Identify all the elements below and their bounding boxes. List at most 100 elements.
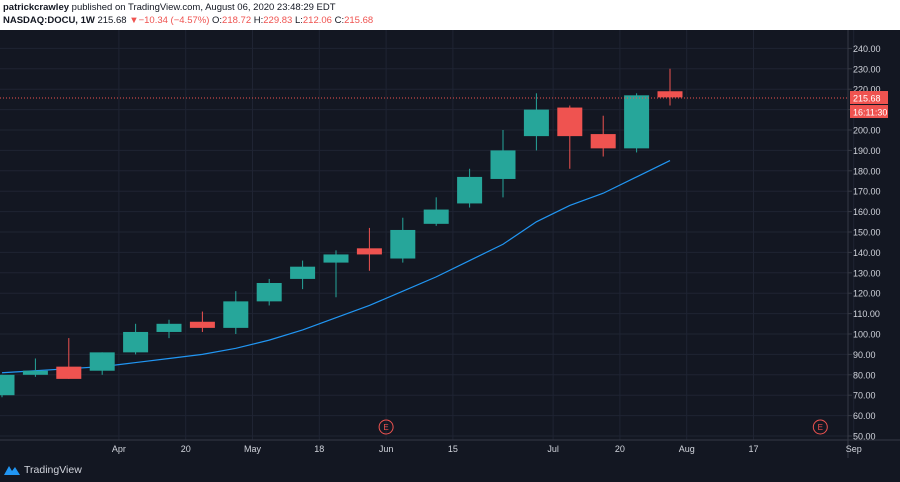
- high-label: H:: [253, 15, 264, 26]
- publisher-name[interactable]: patrickcrawley: [3, 2, 70, 13]
- countdown-badge: [850, 105, 888, 119]
- y-tick-label: 140.00: [853, 248, 881, 258]
- candle: [390, 217, 416, 263]
- tradingview-brand: TradingView: [24, 464, 82, 476]
- candle: [557, 105, 583, 169]
- y-tick-label: 230.00: [853, 64, 881, 74]
- high-value: 229.83: [263, 15, 293, 26]
- candle-body: [56, 366, 82, 379]
- tradingview-logo[interactable]: TradingView: [4, 463, 82, 477]
- y-tick-label: 50.00: [853, 432, 876, 442]
- candle-body: [89, 352, 115, 371]
- candle: [523, 93, 549, 151]
- x-tick-label: 17: [748, 444, 758, 454]
- earnings-marker: [378, 419, 394, 435]
- candle-body: [457, 176, 483, 204]
- candle-body: [323, 254, 349, 263]
- candle: [323, 250, 349, 298]
- y-tick-label: 90.00: [853, 350, 876, 360]
- y-tick-label: 100.00: [853, 330, 881, 340]
- x-tick-label: 20: [181, 444, 191, 454]
- low-label: L:: [294, 15, 303, 26]
- last-price-badge: [850, 91, 888, 105]
- candle-body: [290, 266, 316, 279]
- candle: [356, 227, 382, 271]
- y-tick-label: 130.00: [853, 268, 881, 278]
- x-tick-label: Jun: [379, 444, 394, 454]
- symbol-info: NASDAQ:DOCU, 1W 215.68 ▼−10.34 (−4.57%) …: [3, 15, 373, 27]
- countdown-label: 16:11:30: [853, 108, 887, 118]
- candle-body: [590, 134, 616, 149]
- open-value: 218.72: [222, 15, 252, 26]
- y-tick-label: 180.00: [853, 166, 881, 176]
- y-tick-label: 70.00: [853, 391, 876, 401]
- x-tick-label: 20: [615, 444, 625, 454]
- candle-body: [390, 229, 416, 259]
- open-label: O:: [212, 15, 223, 26]
- price-change: −10.34 (−4.57%): [138, 15, 210, 26]
- candle: [624, 93, 650, 153]
- candle-body: [156, 323, 182, 332]
- x-tick-label: Jul: [547, 444, 559, 454]
- candle: [22, 358, 48, 377]
- symbol-name: NASDAQ:DOCU, 1W: [3, 15, 95, 26]
- earnings-marker: [812, 419, 828, 435]
- earnings-marker-label: E: [818, 423, 823, 432]
- candle: [423, 197, 449, 226]
- candle-body: [223, 301, 249, 328]
- candle: [189, 311, 215, 332]
- candle: [223, 291, 249, 334]
- candle-body: [123, 331, 149, 353]
- candle: [56, 338, 82, 379]
- candle-body: [557, 107, 583, 137]
- candle-body: [523, 109, 549, 137]
- y-tick-label: 240.00: [853, 44, 881, 54]
- candle-body: [356, 248, 382, 255]
- x-tick-label: May: [244, 444, 262, 454]
- close-value: 215.68: [344, 15, 374, 26]
- y-tick-label: 150.00: [853, 228, 881, 238]
- candle: [290, 260, 316, 290]
- tradingview-icon: [4, 466, 20, 475]
- candle-body: [490, 150, 516, 179]
- candle-body: [22, 370, 48, 375]
- y-tick-label: 110.00: [853, 309, 880, 319]
- publish-info: patrickcrawley published on TradingView.…: [3, 2, 336, 14]
- candle-body: [624, 95, 650, 149]
- plot-background: [0, 30, 900, 458]
- y-tick-label: 80.00: [853, 370, 876, 380]
- last-price: 215.68: [97, 15, 127, 26]
- candle: [123, 323, 149, 355]
- down-arrow-icon: ▼: [129, 15, 139, 26]
- y-tick-label: 170.00: [853, 187, 881, 197]
- candle: [490, 130, 516, 198]
- published-text: published on TradingView.com, August 06,…: [69, 2, 336, 13]
- candle-body: [189, 321, 215, 328]
- y-tick-label: 120.00: [853, 289, 881, 299]
- candle-body: [0, 374, 15, 396]
- low-value: 212.06: [302, 15, 332, 26]
- candle: [89, 352, 115, 375]
- candle: [256, 278, 282, 306]
- y-tick-label: 220.00: [853, 85, 881, 95]
- candle: [457, 168, 483, 208]
- x-tick-label: Apr: [112, 444, 126, 454]
- y-tick-label: 200.00: [853, 126, 881, 136]
- candle-body: [657, 91, 683, 98]
- candle: [657, 68, 683, 106]
- candle-body: [423, 209, 449, 224]
- y-tick-label: 60.00: [853, 411, 876, 421]
- candle-body: [256, 283, 282, 302]
- x-tick-label: 15: [448, 444, 458, 454]
- x-tick-label: Sep: [846, 444, 862, 454]
- y-tick-label: 160.00: [853, 207, 881, 217]
- candle: [590, 115, 616, 157]
- header: patrickcrawley published on TradingView.…: [0, 0, 900, 30]
- y-tick-label: 190.00: [853, 146, 881, 156]
- x-tick-label: Aug: [679, 444, 695, 454]
- earnings-marker-label: E: [383, 423, 388, 432]
- candle: [156, 319, 182, 339]
- x-tick-label: 18: [314, 444, 324, 454]
